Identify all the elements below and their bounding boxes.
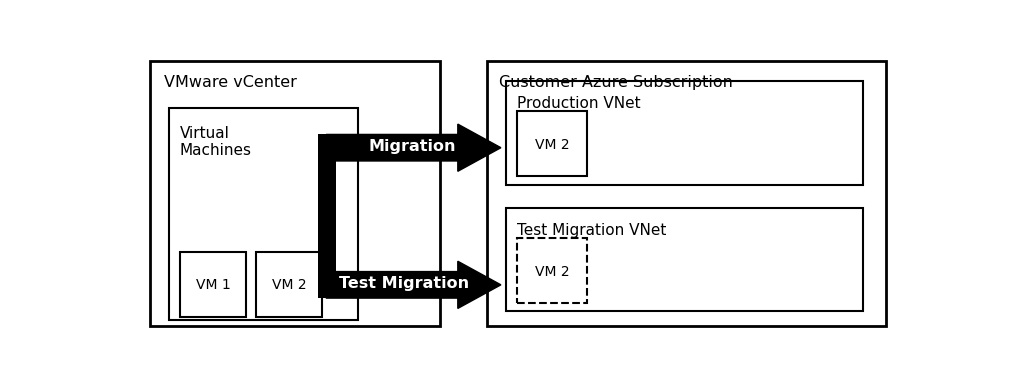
Polygon shape (327, 124, 500, 171)
Polygon shape (327, 261, 500, 308)
Bar (487, 61, 887, 326)
Bar (507, 81, 862, 185)
Bar (256, 252, 323, 317)
Bar (517, 111, 587, 176)
Text: Test Migration: Test Migration (340, 277, 469, 291)
Text: Test Migration VNet: Test Migration VNet (517, 223, 666, 238)
Bar (150, 61, 440, 326)
Text: Customer Azure Subscription: Customer Azure Subscription (498, 75, 732, 90)
Text: VM 2: VM 2 (535, 138, 569, 152)
Text: Migration: Migration (369, 139, 456, 154)
Bar (170, 108, 358, 320)
Text: VM 2: VM 2 (535, 265, 569, 278)
Text: VM 1: VM 1 (195, 278, 231, 292)
Bar (180, 252, 247, 317)
Text: Virtual
Machines: Virtual Machines (180, 126, 252, 158)
Bar (517, 237, 587, 303)
Text: VMware vCenter: VMware vCenter (164, 75, 297, 90)
Text: VM 2: VM 2 (272, 278, 306, 292)
Text: Production VNet: Production VNet (517, 96, 640, 111)
Bar (318, 134, 336, 298)
Bar (507, 208, 862, 311)
